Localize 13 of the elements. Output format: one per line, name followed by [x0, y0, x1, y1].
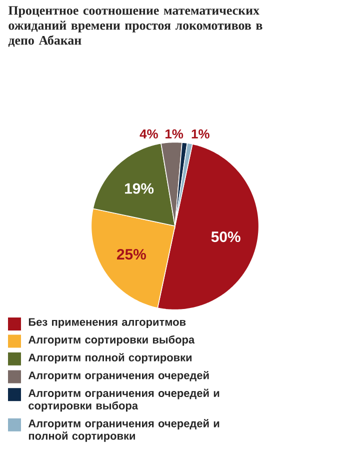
data-label: 1% — [166, 129, 184, 138]
legend-label: Алгоритм полной сортировки — [28, 353, 192, 364]
legend-label: Алгоритм ограничения очередей — [28, 370, 209, 382]
data-label: 1% — [192, 129, 210, 138]
legend-label: Алгоритм ограничения очередей и полной сортировки — [28, 419, 220, 442]
legend-label: Без применения алгоритмов — [28, 318, 186, 328]
data-label: 50% — [211, 232, 240, 242]
data-label: 4% — [140, 129, 158, 138]
chart-title: Процентное соотношение математических ожиданий времени простоя локомотивов в депо Абакан — [8, 6, 262, 47]
data-label: 25% — [116, 249, 146, 260]
data-label: 19% — [125, 183, 154, 194]
legend-label: Алгоритм сортировки выбора — [28, 335, 195, 346]
legend-label: Алгоритм ограничения очередей и сортировки выбора — [28, 388, 220, 412]
